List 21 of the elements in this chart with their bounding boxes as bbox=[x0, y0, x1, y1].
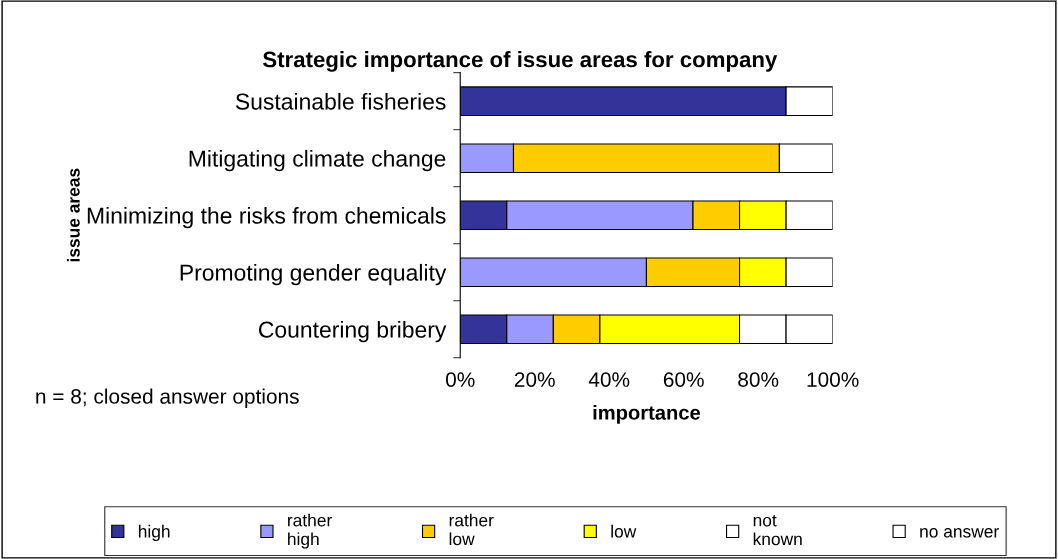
x-axis-title: importance bbox=[593, 404, 701, 424]
legend-label: no answer bbox=[920, 528, 999, 538]
y-tick-label: Minimizing the risks from chemicals bbox=[87, 206, 446, 229]
x-tick-label: 80% bbox=[738, 372, 779, 387]
legend-label: low bbox=[611, 524, 637, 538]
x-tick-label: 60% bbox=[663, 372, 704, 387]
y-tick-label: Mitigating climate change bbox=[189, 149, 446, 172]
y-tick-label: Promoting gender equality bbox=[180, 263, 447, 286]
x-tick-label: 100% bbox=[807, 372, 859, 387]
text: n = 8; closed answer options bbox=[36, 388, 299, 408]
x-tick-label: 20% bbox=[514, 372, 555, 387]
y-axis-title: issue areas bbox=[67, 168, 80, 262]
y-tick-label: Sustainable fisheries bbox=[235, 92, 446, 110]
y-tick-label: Countering bribery bbox=[258, 320, 447, 343]
x-tick-label: 40% bbox=[588, 372, 630, 387]
legend-label: not known bbox=[753, 515, 802, 546]
legend-label: rather low bbox=[449, 513, 494, 546]
x-tick-label: 0% bbox=[445, 372, 475, 387]
legend-label: high bbox=[138, 524, 170, 542]
chart-title: Strategic importance of issue areas for company bbox=[262, 51, 778, 72]
legend-label: rather high bbox=[288, 513, 332, 549]
